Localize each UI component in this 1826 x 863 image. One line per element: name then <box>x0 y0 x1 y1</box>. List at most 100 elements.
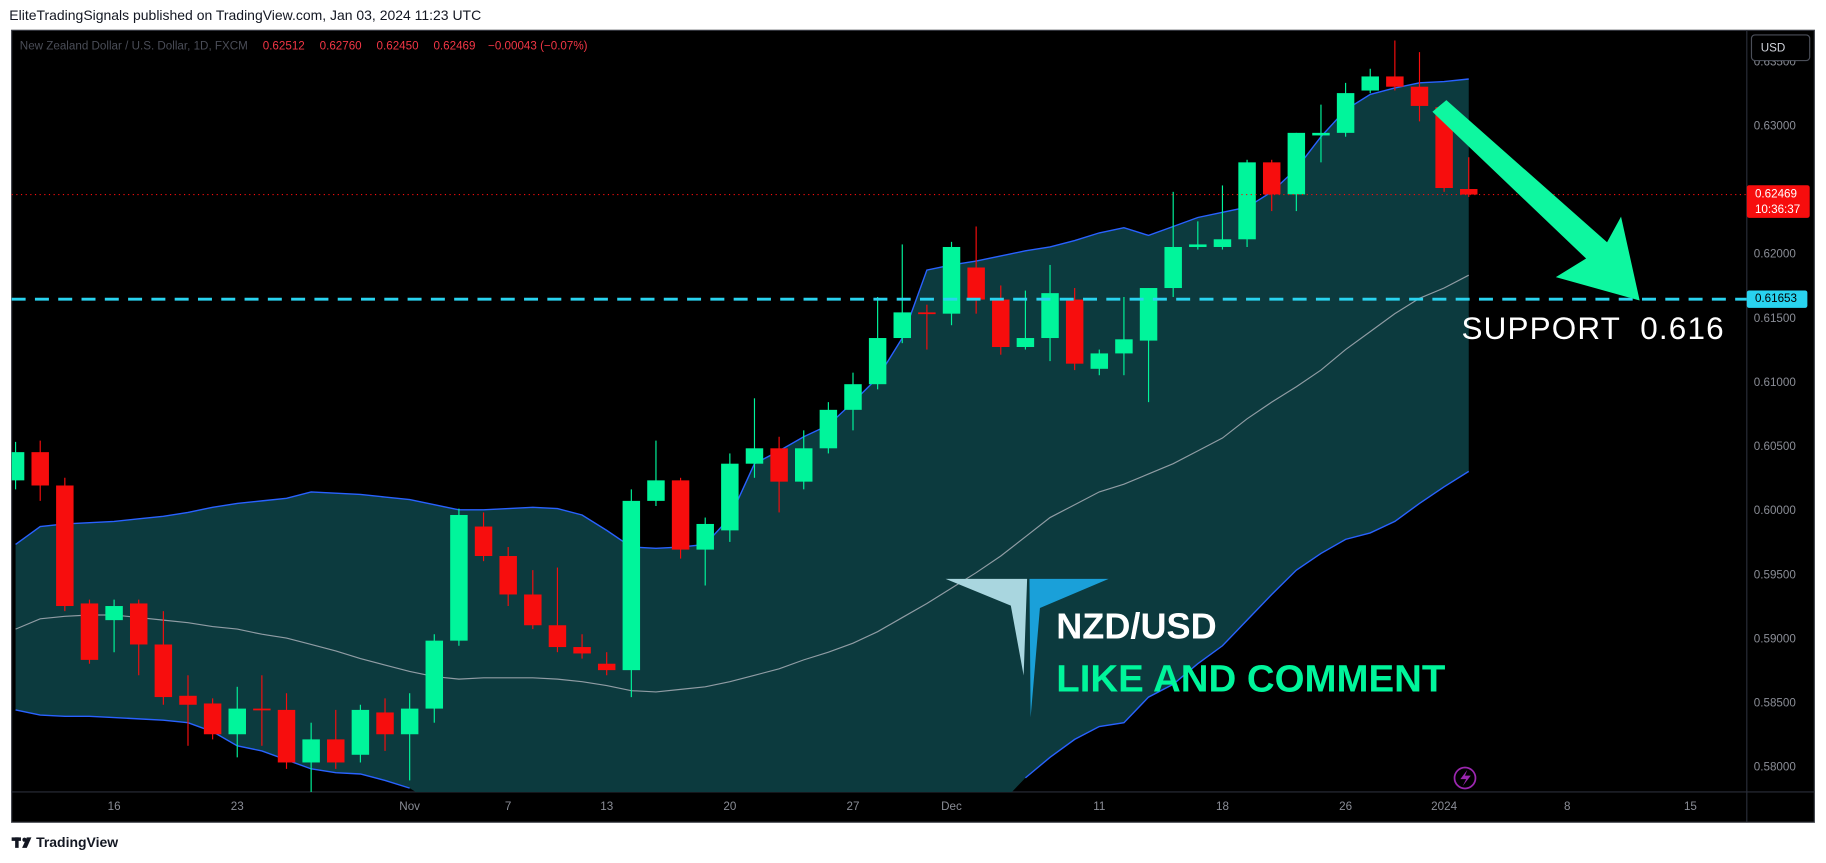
support-annotation: SUPPORT 0.616 <box>1461 311 1724 346</box>
logo-right <box>1029 578 1109 718</box>
candle-body <box>1410 86 1429 106</box>
overlay: USD NZD/USD LIKE AND COMMENT SUPPORT 0.6… <box>11 34 1811 850</box>
down-arrow <box>1432 100 1640 301</box>
candle-body <box>1189 244 1207 247</box>
candle-body <box>351 709 370 755</box>
last-price-label: 0.62469 <box>1755 188 1797 201</box>
y-tick-label: 0.61500 <box>1754 312 1797 325</box>
legend-symbol: New Zealand Dollar / U.S. Dollar, 1D, FX… <box>20 40 248 53</box>
x-tick-label: 2024 <box>1431 800 1457 813</box>
candle-body <box>844 384 862 410</box>
candle-body <box>253 708 271 711</box>
legend-low: 0.62450 <box>377 40 420 53</box>
support-label: 0.61653 <box>1755 292 1797 305</box>
y-tick-label: 0.58500 <box>1754 697 1797 710</box>
x-tick-label: 20 <box>723 800 736 813</box>
candle-body <box>1213 239 1232 247</box>
x-tick-label: 15 <box>1684 800 1697 813</box>
x-tick-label: 27 <box>847 800 860 813</box>
candle-body <box>129 603 148 645</box>
y-tick-label: 0.58000 <box>1754 761 1797 774</box>
candle-body <box>622 500 641 671</box>
countdown-label: 10:36:37 <box>1755 203 1800 216</box>
y-tick-label: 0.63000 <box>1754 120 1797 133</box>
candle-body <box>327 739 345 763</box>
y-tick-label: 0.61000 <box>1754 376 1797 389</box>
candle-body <box>1386 76 1404 87</box>
logo-left <box>945 578 1028 676</box>
footer-logo <box>11 837 32 848</box>
candle-body <box>80 603 99 660</box>
candle-body <box>1361 76 1379 91</box>
candle-body <box>1164 246 1182 289</box>
x-tick-label: 26 <box>1339 800 1352 813</box>
legend-close: 0.62469 <box>433 40 475 53</box>
candle-body <box>400 708 419 735</box>
x-tick-label: 13 <box>600 800 613 813</box>
plot-area <box>11 40 1478 792</box>
cta-annotation: LIKE AND COMMENT <box>1056 657 1446 700</box>
candle-body <box>105 606 123 621</box>
candle-body <box>228 708 246 735</box>
candle-body <box>302 739 320 763</box>
candle-body <box>548 625 567 648</box>
publish-header: EliteTradingSignals published on Trading… <box>9 7 481 23</box>
footer-brand: TradingView <box>36 834 118 850</box>
candle-body <box>942 246 961 314</box>
candle-body <box>376 712 394 735</box>
candle-body <box>1262 162 1281 195</box>
candle-body <box>524 594 542 626</box>
currency-button[interactable] <box>1750 34 1811 62</box>
candle-body <box>918 312 936 315</box>
candle-body <box>573 647 591 654</box>
legend-high: 0.62760 <box>320 40 363 53</box>
candle-body <box>893 312 911 339</box>
candle-body <box>425 640 444 709</box>
last-price-box <box>1746 185 1810 218</box>
candle-body <box>1435 107 1453 189</box>
y-tick-label: 0.59500 <box>1754 568 1797 581</box>
candle-body <box>647 480 665 501</box>
currency-label: USD <box>1761 41 1786 54</box>
alert-icon[interactable] <box>1453 766 1477 790</box>
x-tick-label: 11 <box>1093 800 1105 813</box>
legend-change: −0.00043 (−0.07%) <box>488 40 588 53</box>
y-tick-label: 0.60000 <box>1754 504 1797 517</box>
candle-body <box>277 709 296 763</box>
candle-body <box>795 448 813 482</box>
logo-slash <box>22 837 32 848</box>
y-tick-label: 0.59000 <box>1754 632 1797 645</box>
support-box <box>1746 290 1808 308</box>
candle-body <box>1016 338 1035 348</box>
x-tick-label: Dec <box>941 800 962 813</box>
band-line <box>15 274 1470 693</box>
y-tick-label: 0.60500 <box>1754 440 1797 453</box>
candle-body <box>31 452 49 486</box>
x-tick-label: 7 <box>505 800 511 813</box>
pair-annotation: NZD/USD <box>1056 605 1216 646</box>
candle-body <box>1336 93 1355 133</box>
candle-body <box>745 448 764 464</box>
candle-body <box>203 703 222 735</box>
candle-body <box>1065 299 1084 364</box>
legend: New Zealand Dollar / U.S. Dollar, 1D, FX… <box>20 40 588 53</box>
candle-body <box>721 463 739 531</box>
candle-body <box>1041 293 1059 339</box>
candle-body <box>1460 189 1478 195</box>
candle-body <box>868 338 887 385</box>
candle-body <box>1287 132 1306 195</box>
band-fill <box>15 79 1469 792</box>
x-tick-label: 16 <box>108 800 121 813</box>
x-tick-label: 8 <box>1564 800 1570 813</box>
candle-body <box>450 514 468 641</box>
legend-open: 0.62512 <box>263 40 305 53</box>
candle-body <box>992 299 1010 348</box>
x-tick-label: 18 <box>1216 800 1229 813</box>
candle-body <box>819 409 838 449</box>
candle-body <box>1090 353 1109 369</box>
candle-body <box>474 526 493 557</box>
candle-body <box>696 523 714 550</box>
candle-body <box>770 448 788 482</box>
